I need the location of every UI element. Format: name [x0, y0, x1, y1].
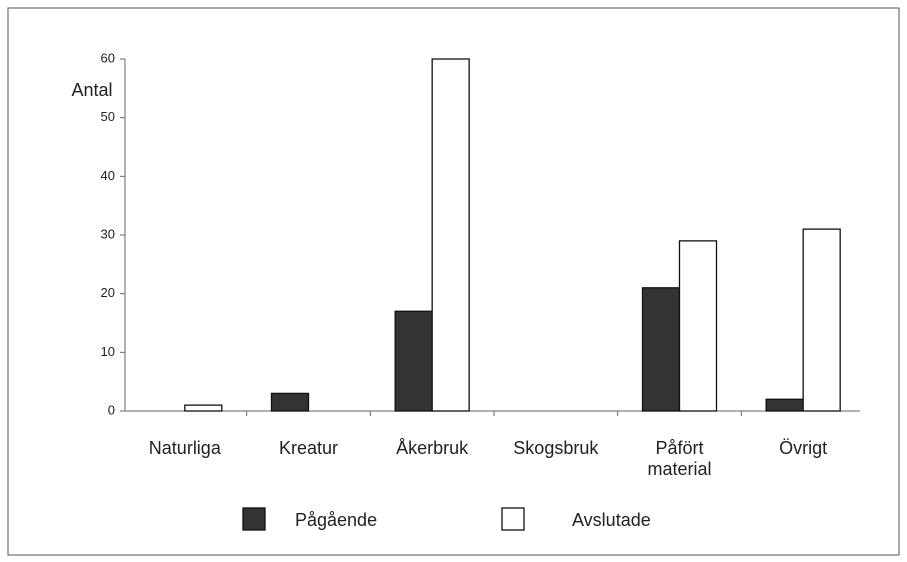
legend-swatch	[242, 507, 266, 531]
x-tick-label: Kreatur	[278, 438, 339, 458]
x-tick-label: Naturliga	[148, 438, 221, 458]
x-tick-label: Åkerbruk	[396, 438, 469, 458]
y-tick-label: 20	[101, 285, 115, 300]
y-tick-label: 50	[101, 109, 115, 124]
bar	[765, 398, 804, 412]
x-tick-label: Övrigt	[779, 438, 828, 458]
x-tick-label: Påfört material	[647, 438, 712, 479]
frame	[7, 7, 900, 556]
y-tick-label: 30	[101, 226, 115, 241]
y-tick-label: 40	[101, 168, 115, 183]
bar	[394, 310, 433, 412]
y-tick-label: 10	[101, 344, 115, 359]
legend-label: Pågående	[295, 510, 377, 530]
legend-swatch	[501, 507, 525, 531]
x-tick-label: Skogsbruk	[513, 438, 599, 458]
y-axis-label: Antal	[71, 80, 112, 100]
bar	[641, 287, 681, 412]
bar	[802, 228, 841, 412]
bar	[431, 58, 470, 412]
legend-label: Avslutade	[572, 510, 651, 530]
bar	[678, 240, 718, 412]
y-tick-label: 0	[108, 402, 115, 417]
bar	[270, 392, 310, 412]
bar	[184, 404, 223, 412]
y-tick-label: 60	[101, 50, 115, 65]
